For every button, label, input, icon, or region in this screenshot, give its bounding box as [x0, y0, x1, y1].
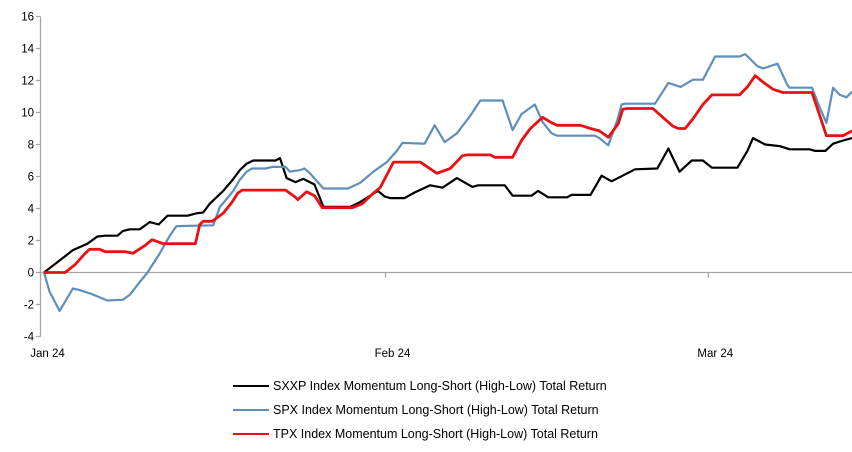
legend-label-tpx: TPX Index Momentum Long-Short (High-Low)… [273, 427, 598, 441]
sxxp-line-swatch [233, 384, 269, 388]
tpx-line-swatch [233, 432, 269, 436]
y-axis-tick-label: 4 [28, 204, 35, 216]
series-line-spx [42, 52, 852, 312]
series-line-sxxp [43, 137, 852, 274]
y-axis-tick-label: 12 [21, 76, 34, 88]
y-axis-tick-label: 8 [28, 140, 34, 152]
x-axis-tick-label: Feb 24 [375, 348, 411, 360]
y-axis-tick-label: 16 [21, 12, 34, 24]
y-axis-tick-label: -4 [24, 332, 35, 344]
y-axis-tick-label: -2 [24, 300, 34, 312]
y-axis-tick-label: 2 [28, 236, 34, 248]
spx-line-swatch [233, 408, 269, 412]
x-axis-tick-label: Jan 24 [30, 348, 65, 360]
legend-label-sxxp: SXXP Index Momentum Long-Short (High-Low… [273, 379, 607, 393]
y-axis-tick-label: 14 [21, 44, 34, 56]
legend-item-tpx: TPX Index Momentum Long-Short (High-Low)… [233, 422, 607, 446]
legend-label-spx: SPX Index Momentum Long-Short (High-Low)… [273, 403, 599, 417]
y-axis-tick-label: 6 [28, 172, 34, 184]
y-axis-tick-label: 10 [21, 108, 34, 120]
y-axis-tick-label: 0 [28, 268, 34, 280]
x-axis-tick-label: Mar 24 [697, 348, 733, 360]
chart-legend: SXXP Index Momentum Long-Short (High-Low… [233, 374, 607, 446]
series-line-tpx [44, 74, 852, 274]
legend-item-sxxp: SXXP Index Momentum Long-Short (High-Low… [233, 374, 607, 398]
legend-item-spx: SPX Index Momentum Long-Short (High-Low)… [233, 398, 607, 422]
